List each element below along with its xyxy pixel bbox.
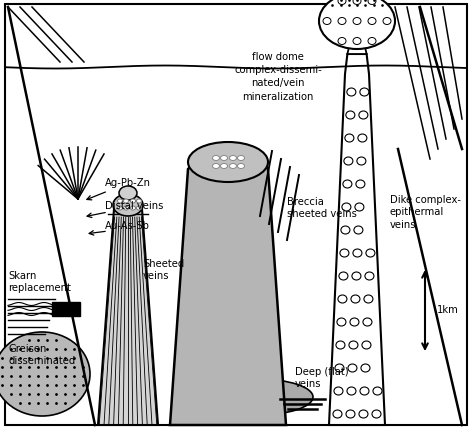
Ellipse shape xyxy=(333,410,342,418)
Ellipse shape xyxy=(383,18,391,25)
Ellipse shape xyxy=(360,89,369,97)
Ellipse shape xyxy=(237,156,244,161)
Ellipse shape xyxy=(365,272,374,280)
Ellipse shape xyxy=(220,164,228,169)
Text: Dike complex-
epithermal
veins: Dike complex- epithermal veins xyxy=(390,194,461,229)
Ellipse shape xyxy=(319,0,395,50)
Ellipse shape xyxy=(334,387,343,395)
Ellipse shape xyxy=(136,206,142,211)
Ellipse shape xyxy=(343,181,352,189)
Ellipse shape xyxy=(347,89,356,97)
Ellipse shape xyxy=(113,194,143,216)
Ellipse shape xyxy=(0,332,90,416)
Polygon shape xyxy=(98,197,158,425)
Ellipse shape xyxy=(237,164,244,169)
Ellipse shape xyxy=(353,0,361,6)
Ellipse shape xyxy=(372,410,381,418)
Polygon shape xyxy=(170,155,286,425)
Ellipse shape xyxy=(359,112,368,120)
Ellipse shape xyxy=(368,0,376,6)
Text: Sheeted
veins: Sheeted veins xyxy=(143,258,184,280)
Ellipse shape xyxy=(349,341,358,349)
Ellipse shape xyxy=(346,410,355,418)
Ellipse shape xyxy=(357,158,366,166)
Ellipse shape xyxy=(355,203,364,212)
Ellipse shape xyxy=(323,18,331,25)
Ellipse shape xyxy=(130,200,135,203)
Ellipse shape xyxy=(353,18,361,25)
Polygon shape xyxy=(347,48,367,55)
Text: Greisen
disseminated: Greisen disseminated xyxy=(8,343,75,366)
Ellipse shape xyxy=(339,272,348,280)
Ellipse shape xyxy=(203,379,313,415)
Ellipse shape xyxy=(124,200,128,203)
Ellipse shape xyxy=(342,203,351,212)
Ellipse shape xyxy=(352,272,361,280)
Ellipse shape xyxy=(340,249,349,258)
Text: Au-As-Sb: Au-As-Sb xyxy=(105,221,150,230)
Ellipse shape xyxy=(353,249,362,258)
Ellipse shape xyxy=(368,18,376,25)
Ellipse shape xyxy=(336,341,345,349)
Ellipse shape xyxy=(360,387,369,395)
Ellipse shape xyxy=(124,206,128,211)
Ellipse shape xyxy=(335,364,344,372)
Ellipse shape xyxy=(118,206,123,211)
Ellipse shape xyxy=(212,156,219,161)
Ellipse shape xyxy=(346,112,355,120)
Ellipse shape xyxy=(345,135,354,143)
Text: flow dome
complex-dissemi-
nated/vein
mineralization: flow dome complex-dissemi- nated/vein mi… xyxy=(234,52,322,101)
Text: Deep (flat)
veins: Deep (flat) veins xyxy=(295,366,349,388)
Ellipse shape xyxy=(338,0,346,6)
Ellipse shape xyxy=(363,318,372,326)
Ellipse shape xyxy=(351,295,360,303)
Ellipse shape xyxy=(136,200,142,203)
Ellipse shape xyxy=(373,387,382,395)
Ellipse shape xyxy=(353,38,361,46)
Ellipse shape xyxy=(229,156,236,161)
Ellipse shape xyxy=(366,249,375,258)
Ellipse shape xyxy=(341,227,350,234)
Text: Distal veins: Distal veins xyxy=(105,200,163,211)
Ellipse shape xyxy=(212,164,219,169)
Ellipse shape xyxy=(337,318,346,326)
Ellipse shape xyxy=(188,143,268,183)
Ellipse shape xyxy=(358,135,367,143)
Ellipse shape xyxy=(356,181,365,189)
Ellipse shape xyxy=(354,227,363,234)
Text: 1km: 1km xyxy=(437,304,459,314)
Ellipse shape xyxy=(130,206,135,211)
Bar xyxy=(52,302,80,316)
Ellipse shape xyxy=(361,364,370,372)
Ellipse shape xyxy=(359,410,368,418)
Ellipse shape xyxy=(338,18,346,25)
Polygon shape xyxy=(329,55,385,425)
Text: Ag-Pb-Zn: Ag-Pb-Zn xyxy=(105,178,151,187)
Ellipse shape xyxy=(362,341,371,349)
Ellipse shape xyxy=(118,200,123,203)
Ellipse shape xyxy=(229,164,236,169)
Ellipse shape xyxy=(220,156,228,161)
Ellipse shape xyxy=(119,187,137,200)
Text: Skarn
replacement: Skarn replacement xyxy=(8,270,71,292)
Ellipse shape xyxy=(347,387,356,395)
Ellipse shape xyxy=(364,295,373,303)
Ellipse shape xyxy=(348,364,357,372)
Ellipse shape xyxy=(338,38,346,46)
Ellipse shape xyxy=(344,158,353,166)
Ellipse shape xyxy=(338,295,347,303)
Ellipse shape xyxy=(350,318,359,326)
Ellipse shape xyxy=(368,38,376,46)
Text: Breccia
sheeted veins: Breccia sheeted veins xyxy=(287,197,357,219)
